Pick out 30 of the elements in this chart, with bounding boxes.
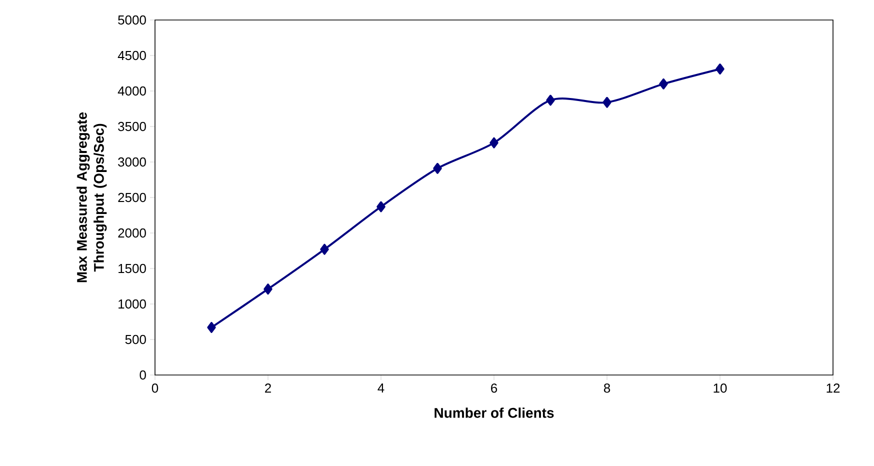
x-tick-label: 0 — [152, 384, 158, 393]
x-tick-label: 12 — [826, 384, 840, 393]
x-tick-label: 8 — [604, 384, 610, 393]
point — [716, 64, 724, 74]
x-tick-label: 6 — [491, 384, 498, 393]
x-axis-title: Number of Clients — [434, 408, 554, 418]
y-tick-label: 500 — [125, 334, 146, 344]
y-axis-title: Max Measured Aggregate Throughput (Ops/Sec) — [76, 112, 107, 282]
y-tick-label: 2000 — [118, 228, 146, 238]
point — [433, 162, 442, 174]
point — [376, 201, 386, 212]
x-tick-label: 2 — [265, 384, 271, 393]
point — [659, 78, 668, 90]
y-tick-label: 2500 — [118, 192, 146, 202]
point — [490, 137, 498, 148]
y-tick-label: 4500 — [118, 50, 146, 60]
x-tick-label: 4 — [378, 384, 384, 392]
x-tick-label: 10 — [714, 384, 727, 393]
y-tick-label: 3000 — [118, 157, 146, 167]
point — [546, 94, 555, 106]
y-tick-label: 4000 — [118, 86, 146, 96]
y-tick-label: 1500 — [118, 264, 146, 274]
y-tick-label: 5000 — [118, 15, 146, 25]
y-tick-label: 1000 — [118, 299, 146, 309]
point — [320, 244, 329, 255]
point — [207, 322, 216, 333]
y-tick-label: 3500 — [118, 122, 146, 132]
point — [602, 96, 612, 108]
point — [264, 284, 272, 295]
y-tick-label: 0 — [140, 370, 146, 380]
